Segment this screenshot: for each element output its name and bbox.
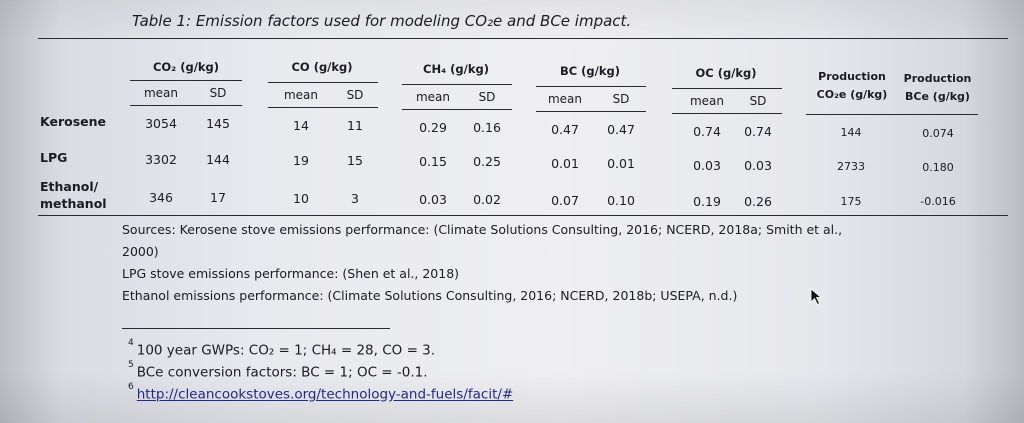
sources-line-4: Ethanol emissions performance: (Climate … bbox=[122, 288, 738, 303]
table-cell: -0.016 bbox=[920, 195, 956, 208]
header-co: CO (g/kg) bbox=[291, 60, 353, 74]
header-ch4: CH₄ (g/kg) bbox=[423, 62, 489, 76]
table-cell: 0.16 bbox=[473, 120, 501, 135]
table-cell: 0.07 bbox=[551, 193, 579, 208]
co-sd-header: SD bbox=[346, 88, 364, 102]
oc-sd-header: SD bbox=[749, 94, 767, 108]
table-cell: 3302 bbox=[145, 152, 177, 167]
footnote-4: 4 100 year GWPs: CO₂ = 1; CH₄ = 28, CO = … bbox=[128, 338, 436, 359]
ch4-underline bbox=[402, 84, 512, 85]
footnote-marker: 6 bbox=[128, 382, 134, 392]
header-production-co2e: Production CO₂e (g/kg) bbox=[816, 70, 888, 101]
header-bc: BC (g/kg) bbox=[559, 64, 621, 78]
sources-line-2: 2000) bbox=[122, 244, 159, 259]
table-cell: 145 bbox=[206, 116, 230, 131]
co2-sd-header: SD bbox=[209, 86, 227, 100]
header-co2: CO₂ (g/kg) bbox=[152, 60, 220, 74]
table-cell: 11 bbox=[347, 118, 363, 133]
table-cell: 0.25 bbox=[473, 154, 501, 169]
table-bottom-rule bbox=[38, 215, 1008, 216]
header-production-bce: Production BCe (g/kg) bbox=[903, 72, 972, 103]
header-oc: OC (g/kg) bbox=[695, 66, 757, 80]
oc-mean-header: mean bbox=[689, 94, 725, 108]
production-sub-rule bbox=[806, 114, 978, 115]
table-cell: 0.47 bbox=[607, 122, 635, 137]
mouse-cursor-icon bbox=[810, 288, 823, 306]
ch4-sd-header: SD bbox=[478, 90, 496, 104]
table-cell: 0.29 bbox=[419, 120, 447, 135]
table-cell: 0.26 bbox=[744, 194, 772, 209]
table-cell: 144 bbox=[206, 152, 230, 167]
table-cell: 3 bbox=[351, 191, 359, 206]
table-cell: 0.01 bbox=[551, 156, 579, 171]
table-cell: 0.074 bbox=[922, 127, 954, 140]
table-cell: 0.03 bbox=[419, 192, 447, 207]
footnote-marker: 5 bbox=[128, 360, 134, 370]
bc-sub-rule bbox=[536, 111, 646, 112]
table-cell: 0.01 bbox=[607, 156, 635, 171]
facit-link[interactable]: http://cleancookstoves.org/technology-an… bbox=[136, 386, 514, 403]
footnote-6: 6 http://cleancookstoves.org/technology-a… bbox=[128, 382, 514, 403]
co-underline bbox=[268, 82, 378, 83]
table-cell: 0.19 bbox=[693, 194, 721, 209]
ch4-sub-rule bbox=[402, 109, 512, 110]
sources-line-1: Sources: Kerosene stove emissions perfor… bbox=[122, 222, 843, 237]
top-rule bbox=[38, 38, 1008, 39]
row-label-kerosene: Kerosene bbox=[40, 114, 106, 129]
table-cell: 0.10 bbox=[607, 193, 635, 208]
table-cell: 0.74 bbox=[744, 124, 772, 139]
co2-sub-rule bbox=[130, 105, 242, 106]
table-cell: 17 bbox=[210, 190, 226, 205]
bc-sd-header: SD bbox=[612, 92, 630, 106]
table-cell: 346 bbox=[149, 190, 173, 205]
oc-underline bbox=[672, 88, 782, 89]
table-cell: 0.03 bbox=[693, 158, 721, 173]
table-cell: 0.03 bbox=[744, 158, 772, 173]
row-label-lpg: LPG bbox=[40, 150, 68, 165]
oc-sub-rule bbox=[672, 113, 782, 114]
co-mean-header: mean bbox=[283, 88, 319, 102]
footnote-marker: 4 bbox=[128, 338, 134, 348]
row-label-ethanol-methanol: Ethanol/ methanol bbox=[40, 179, 107, 211]
table-cell: 15 bbox=[347, 153, 363, 168]
table-cell: 0.47 bbox=[551, 122, 579, 137]
ch4-mean-header: mean bbox=[415, 90, 451, 104]
table-cell: 2733 bbox=[837, 160, 865, 173]
table-cell: 3054 bbox=[145, 116, 177, 131]
table-cell: 14 bbox=[293, 118, 309, 133]
table-cell: 19 bbox=[293, 153, 309, 168]
table-cell: 175 bbox=[840, 195, 862, 208]
footnote-5: 5 BCe conversion factors: BC = 1; OC = -0… bbox=[128, 360, 428, 381]
footnote-text: 100 year GWPs: CO₂ = 1; CH₄ = 28, CO = 3… bbox=[136, 342, 436, 359]
bc-mean-header: mean bbox=[547, 92, 583, 106]
footnote-text: BCe conversion factors: BC = 1; OC = -0.… bbox=[136, 364, 428, 381]
co-sub-rule bbox=[268, 107, 378, 108]
table-cell: 144 bbox=[840, 126, 862, 139]
table-cell: 0.02 bbox=[473, 192, 501, 207]
table-cell: 0.74 bbox=[693, 124, 721, 139]
footnote-separator bbox=[122, 328, 390, 329]
table-cell: 0.180 bbox=[922, 161, 954, 174]
table-cell: 0.15 bbox=[419, 154, 447, 169]
table-caption: Table 1: Emission factors used for model… bbox=[132, 12, 632, 30]
bc-underline bbox=[536, 86, 646, 87]
sources-line-3: LPG stove emissions performance: (Shen e… bbox=[122, 266, 460, 281]
co2-mean-header: mean bbox=[143, 86, 179, 100]
co2-underline bbox=[130, 80, 242, 81]
table-cell: 10 bbox=[293, 191, 309, 206]
